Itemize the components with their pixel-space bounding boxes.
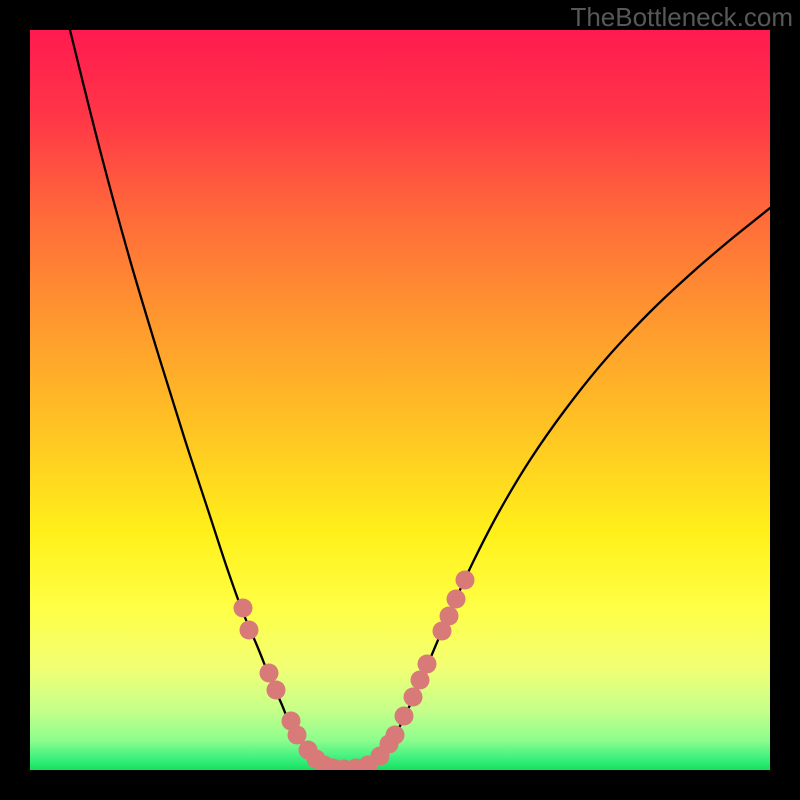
data-dot — [240, 621, 259, 640]
data-dot — [395, 707, 414, 726]
data-dot — [440, 607, 459, 626]
data-dot — [447, 590, 466, 609]
chart-svg — [30, 30, 770, 770]
data-dot — [234, 599, 253, 618]
data-dot — [386, 726, 405, 745]
data-dots — [234, 571, 475, 771]
data-dot — [456, 571, 475, 590]
plot-area — [30, 30, 770, 770]
data-dot — [260, 664, 279, 683]
watermark-text: TheBottleneck.com — [570, 2, 793, 33]
chart-frame: TheBottleneck.com — [0, 0, 800, 800]
data-dot — [267, 681, 286, 700]
data-dot — [404, 688, 423, 707]
data-dot — [418, 655, 437, 674]
